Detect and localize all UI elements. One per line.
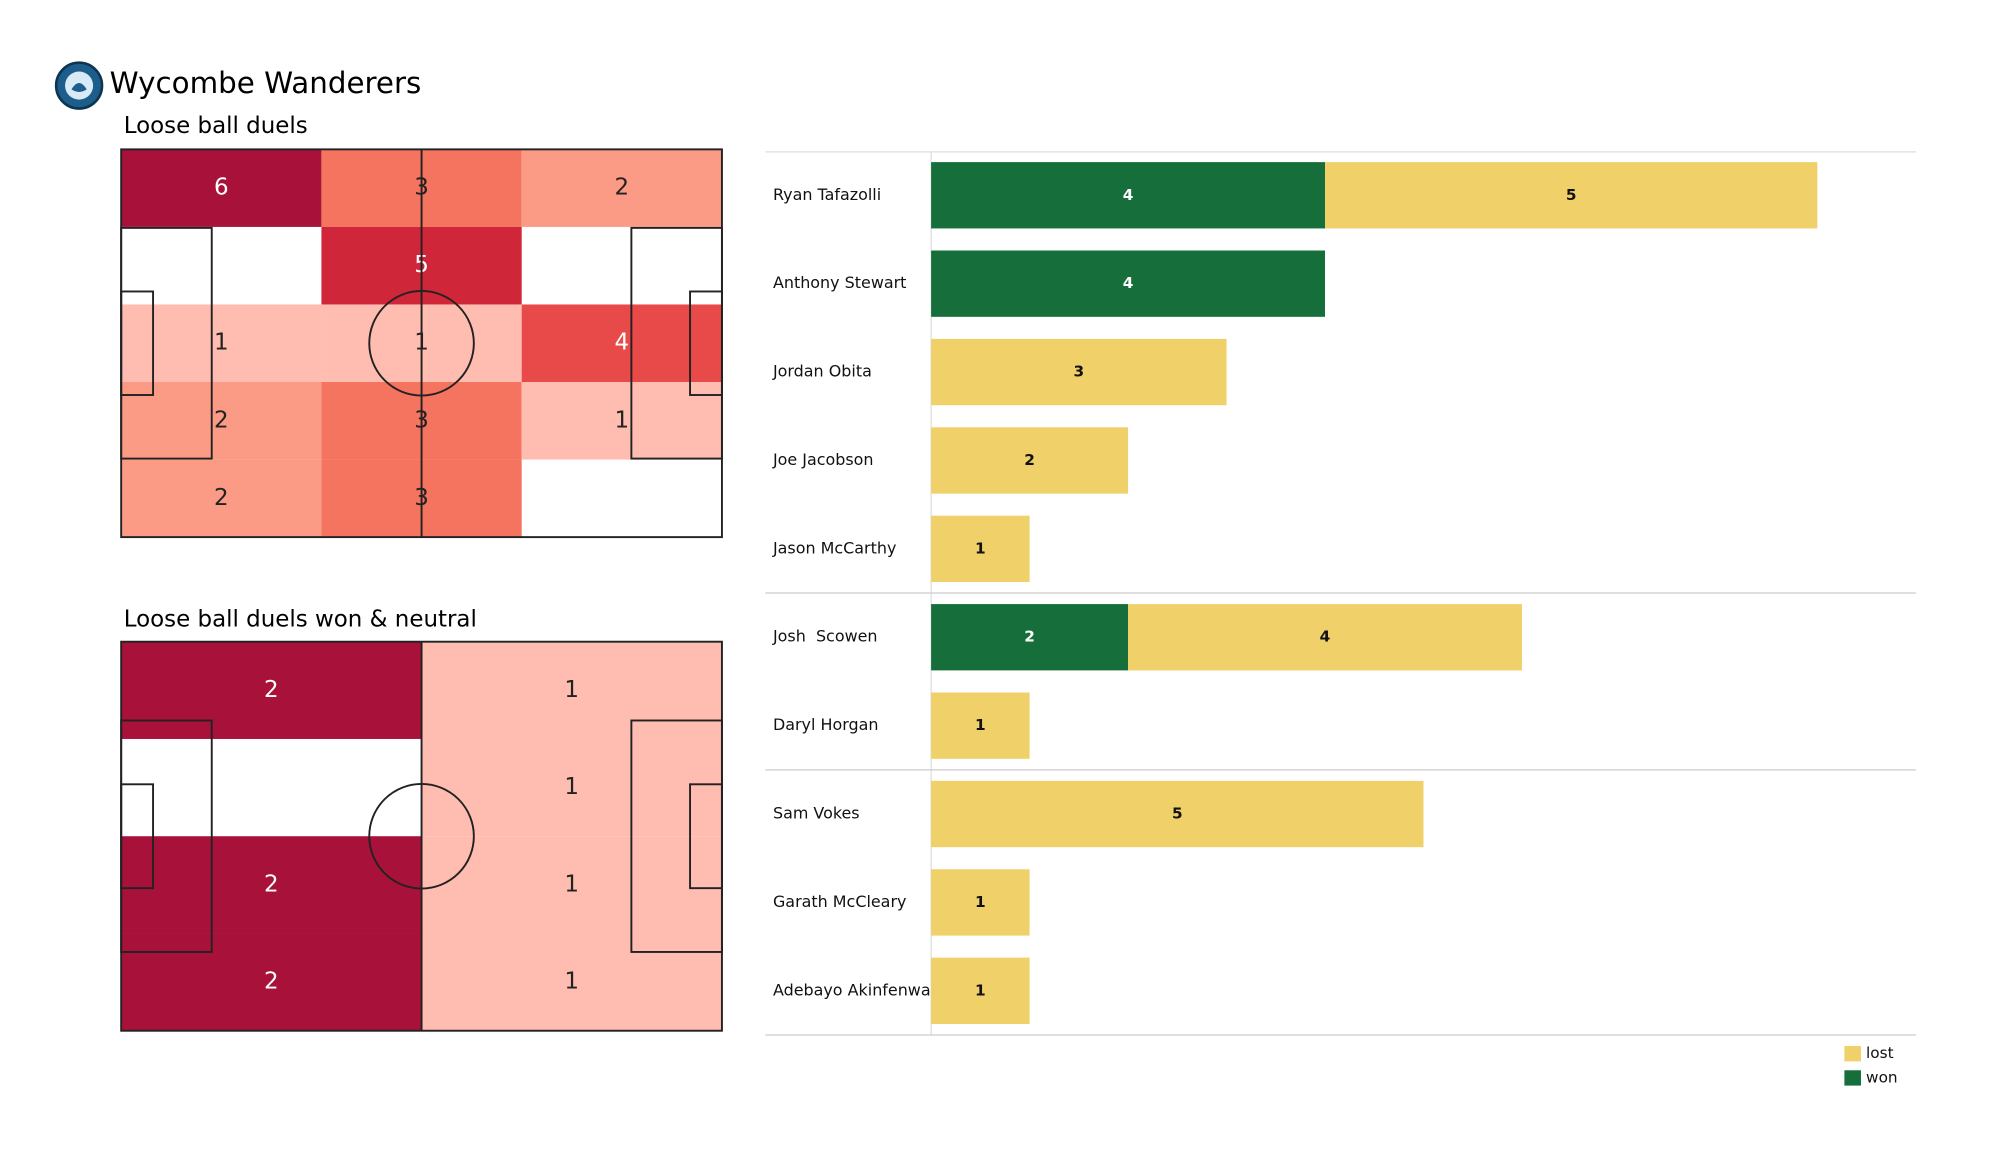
cell-label: 1: [564, 871, 579, 897]
cell-label: 2: [264, 871, 279, 897]
center-circle: [368, 289, 475, 397]
heat-cell: [121, 641, 422, 739]
six-yard-box: [120, 783, 155, 890]
cell-label: 2: [214, 485, 229, 511]
heat-cell: [521, 149, 722, 227]
page-title: Wycombe Wanderers: [110, 66, 422, 100]
bar: [1325, 162, 1818, 229]
bar-value-label: 5: [1172, 805, 1183, 823]
cell-label: 1: [214, 330, 229, 356]
category-label: Daryl Horgan: [773, 715, 879, 734]
legend: lost won: [1844, 1044, 1898, 1086]
pitch-lines: [120, 148, 723, 539]
category-label: Josh Scowen: [772, 627, 878, 646]
cell-label: 2: [615, 175, 630, 201]
bar: [931, 692, 1030, 759]
heat-cell: [521, 304, 722, 383]
bar-value-label: 2: [1024, 628, 1035, 646]
heat-cell: [121, 382, 322, 460]
cell-label: 2: [214, 407, 229, 433]
cell-label: 1: [564, 677, 579, 703]
bar: [931, 338, 1227, 406]
bar: [931, 162, 1326, 229]
heatmap: 2 1 1 2 1 2 1: [121, 641, 722, 1031]
cell-label: 4: [615, 330, 630, 356]
category-label: Sam Vokes: [773, 804, 860, 823]
legend-label: won: [1866, 1068, 1898, 1086]
bar: [931, 780, 1424, 848]
center-circle: [368, 782, 475, 890]
bar-value-label: 2: [1024, 451, 1035, 469]
heat-cell: [521, 382, 722, 460]
category-label: Joe Jacobson: [772, 450, 874, 469]
heat-cell: [421, 641, 722, 739]
heatmap-title: Loose ball duels won & neutral: [124, 607, 477, 633]
cell-label: 6: [214, 175, 229, 201]
cell-label: 1: [615, 407, 630, 433]
bar: [931, 427, 1129, 494]
heat-cell: [121, 933, 422, 1031]
bar-value-label: 4: [1123, 274, 1134, 292]
bar: [931, 604, 1129, 671]
team-logo: [54, 61, 104, 110]
category-label: Jason McCarthy: [772, 538, 896, 557]
heat-cell: [121, 149, 322, 227]
six-yard-box: [120, 290, 155, 396]
category-label: Garath McCleary: [773, 892, 906, 911]
category-label: Anthony Stewart: [773, 273, 906, 292]
category-label: Adebayo Akinfenwa: [773, 980, 931, 999]
bar-value-label: 1: [975, 716, 986, 734]
six-yard-box: [689, 290, 723, 396]
bar-value-label: 4: [1123, 186, 1134, 204]
bar-value-label: 4: [1320, 628, 1331, 646]
bar-value-label: 5: [1566, 186, 1577, 204]
cell-label: 1: [564, 969, 579, 995]
category-label: Jordan Obita: [772, 362, 872, 381]
cell-label: 2: [264, 969, 279, 995]
heat-cell: [421, 933, 722, 1031]
heat-cell: [121, 304, 322, 383]
bar: [931, 869, 1030, 936]
six-yard-box: [689, 783, 723, 890]
legend-label: lost: [1866, 1044, 1894, 1062]
bar-value-label: 1: [975, 981, 986, 999]
heat-cell: [121, 459, 322, 538]
bar-chart: Ryan Tafazolli 4 5 Anthony Stewart 4 Jordan O…: [765, 151, 1916, 1036]
legend-swatch: [1844, 1046, 1861, 1062]
cell-label: 1: [564, 774, 579, 800]
bar: [1128, 604, 1522, 671]
bar: [931, 250, 1326, 317]
bar-value-label: 1: [975, 893, 986, 911]
category-label: Ryan Tafazolli: [773, 185, 881, 204]
legend-swatch: [1844, 1070, 1861, 1086]
bar-value-label: 3: [1073, 363, 1084, 381]
bar-value-label: 1: [975, 539, 986, 557]
bar: [931, 515, 1030, 583]
heatmap-title: Loose ball duels: [124, 113, 308, 139]
pitch-lines: [120, 640, 723, 1032]
bar: [931, 957, 1030, 1024]
cell-label: 2: [264, 677, 279, 703]
